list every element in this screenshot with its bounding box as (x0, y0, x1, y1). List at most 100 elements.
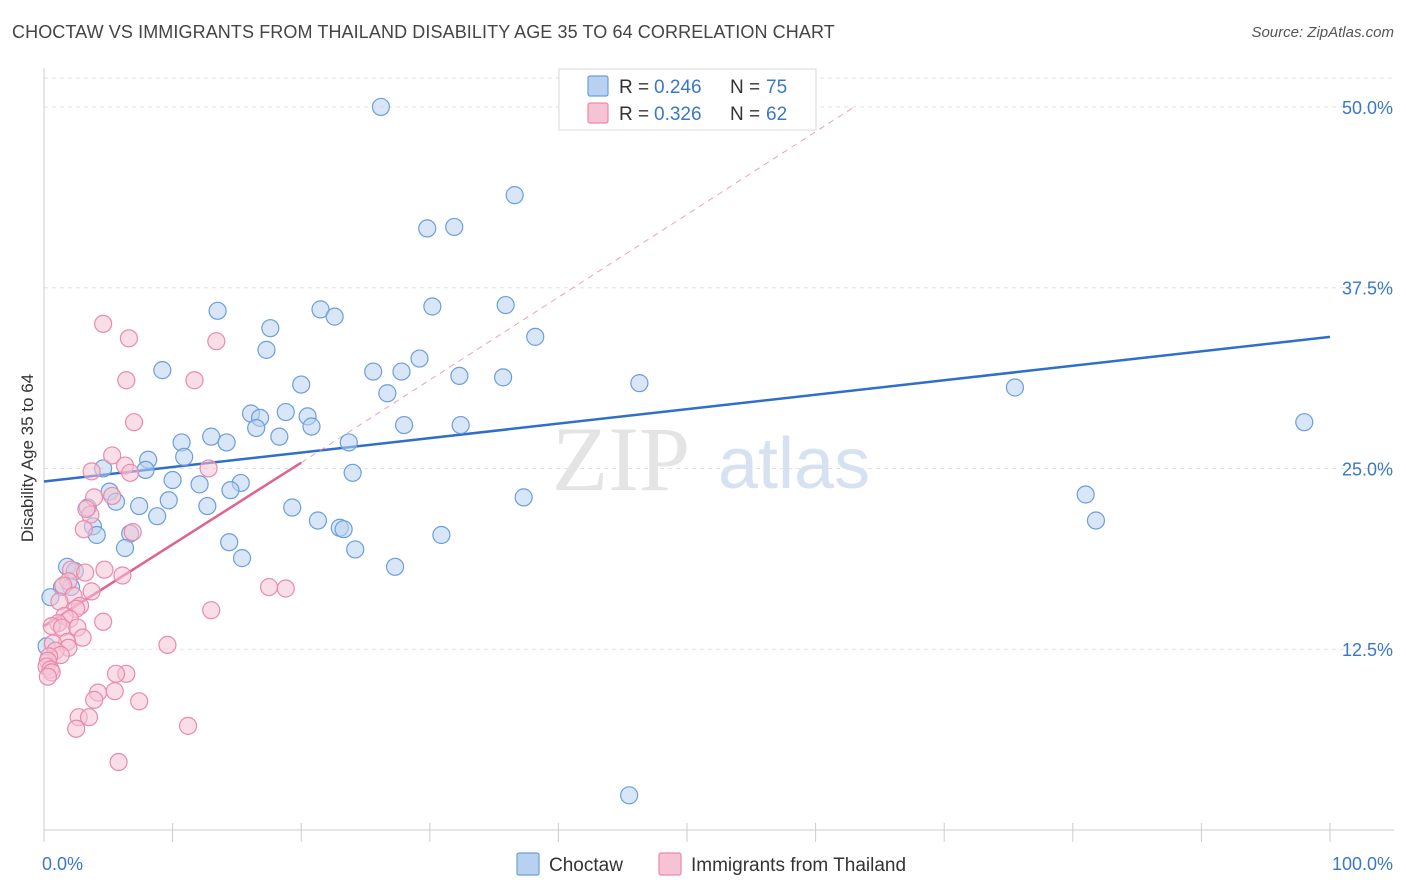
legend-n-value-thailand: 62 (766, 104, 787, 125)
thailand-point (103, 486, 122, 506)
legend-r-value-choctaw: 0.246 (654, 77, 702, 98)
bottom-legend-label-thailand: Immigrants from Thailand (691, 855, 906, 876)
watermark: ZIP atlas (552, 408, 870, 510)
thailand-point (77, 499, 96, 519)
legend-swatch-choctaw (587, 75, 609, 97)
thailand-point (94, 612, 113, 631)
axes (43, 68, 1394, 842)
choctaw-point (175, 447, 194, 466)
y-axis-title: Disability Age 35 to 64 (18, 374, 37, 542)
choctaw-point (1086, 511, 1106, 530)
legend-r-value-thailand: 0.326 (654, 104, 702, 125)
thailand-point (158, 635, 177, 654)
choctaw-point (371, 97, 391, 117)
choctaw-point (334, 520, 353, 539)
choctaw-point (432, 525, 451, 545)
legend-swatch-thailand (587, 102, 609, 124)
choctaw-point (311, 300, 330, 319)
chart-source: Source: ZipAtlas.com (1251, 24, 1394, 41)
choctaw-point (283, 498, 302, 517)
choctaw-point (115, 538, 135, 558)
choctaw-point (302, 417, 321, 436)
legend-n-value-choctaw: 75 (766, 77, 787, 98)
choctaw-point (292, 375, 311, 394)
thailand-point (76, 563, 95, 582)
bottom-legend-swatch-choctaw (516, 852, 540, 876)
thailand-point (202, 601, 221, 620)
choctaw-point (450, 366, 469, 386)
choctaw-point (136, 460, 155, 480)
thailand-point (82, 582, 101, 601)
choctaw-point (630, 374, 649, 393)
choctaw-point (394, 415, 414, 435)
choctaw-point (410, 349, 429, 368)
thailand-point (130, 692, 149, 711)
choctaw-point (346, 540, 365, 559)
choctaw-point (364, 362, 383, 381)
thailand-point (109, 752, 128, 772)
choctaw-point (220, 533, 239, 552)
thailand-point (95, 560, 114, 579)
choctaw-point (217, 433, 236, 452)
choctaw-point (378, 384, 397, 403)
choctaw-trend-line (43, 335, 1331, 483)
thailand-point (199, 459, 218, 478)
choctaw-point (247, 418, 266, 438)
choctaw-point (494, 368, 513, 387)
y-tick-label: 25.0% (1342, 459, 1393, 479)
choctaw-point (159, 491, 178, 510)
y-tick-label: 50.0% (1342, 98, 1393, 118)
trend-lines (43, 106, 1331, 628)
bottom-legend-label-choctaw: Choctaw (549, 855, 623, 876)
watermark-zip: ZIP (552, 408, 690, 510)
chart-title: CHOCTAW VS IMMIGRANTS FROM THAILAND DISA… (12, 22, 835, 42)
thailand-point (178, 716, 198, 735)
choctaw-point (148, 507, 167, 526)
choctaw-point (620, 786, 639, 805)
choctaw-point (514, 488, 533, 507)
thailand-point (119, 329, 138, 348)
choctaw-point (392, 362, 411, 381)
thailand-point (207, 332, 226, 351)
choctaw-point (418, 219, 437, 238)
choctaw-point (276, 402, 295, 422)
thailand-point (94, 314, 113, 333)
choctaw-point (163, 470, 182, 490)
choctaw-point (445, 217, 464, 237)
choctaw-point (232, 549, 252, 568)
choctaw-point (190, 475, 209, 494)
choctaw-point (153, 361, 172, 380)
choctaw-point (423, 297, 442, 316)
choctaw-point (208, 301, 227, 320)
legend-n-label-thailand: N = (730, 104, 760, 125)
thailand-point (276, 579, 295, 598)
bottom-legend-swatch-thailand (658, 852, 682, 876)
choctaw-point (339, 433, 358, 452)
thailand-point (106, 664, 126, 683)
thailand-point (103, 446, 122, 465)
bottom-legend: Choctaw Immigrants from Thailand (516, 852, 906, 876)
choctaw-point (261, 319, 280, 338)
thailand-point (123, 522, 142, 542)
choctaw-point (496, 295, 515, 315)
choctaw-point (343, 463, 362, 482)
y-tick-label: 12.5% (1342, 640, 1393, 660)
thailand-point (73, 628, 92, 647)
thailand-point (124, 413, 144, 432)
tick-labels: 12.5% 25.0% 37.5% 50.0% 0.0% 100.0% (42, 98, 1393, 874)
choctaw-point (526, 327, 545, 346)
choctaw-point (1295, 413, 1314, 432)
x-tick-label-max: 100.0% (1332, 854, 1393, 874)
legend-n-label-choctaw: N = (730, 77, 760, 98)
choctaw-point (270, 427, 289, 446)
thailand-point (185, 371, 204, 390)
thailand-point (67, 719, 86, 738)
choctaw-point (308, 511, 328, 530)
thailand-point (121, 463, 140, 482)
y-tick-label: 37.5% (1342, 279, 1393, 299)
watermark-atlas: atlas (718, 424, 870, 504)
choctaw-point (451, 415, 470, 435)
choctaw-point (385, 557, 405, 576)
choctaw-point (130, 496, 149, 516)
